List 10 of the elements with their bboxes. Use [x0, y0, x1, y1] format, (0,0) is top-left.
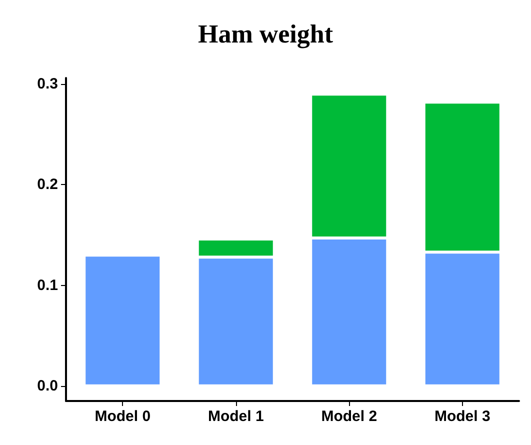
- x-tick-label: Model 1: [208, 408, 264, 425]
- x-tick-label: Model 2: [321, 408, 378, 425]
- y-tick-label: 0.0: [37, 377, 58, 394]
- chart-title: Ham weight: [198, 20, 334, 48]
- y-tick-label: 0.1: [37, 276, 58, 294]
- x-tick-label: Model 0: [94, 408, 151, 425]
- bar: [84, 255, 162, 386]
- y-tick-label: 0.3: [37, 76, 58, 93]
- x-tick-label: Model 3: [434, 408, 490, 425]
- y-tick-label: 0.2: [37, 176, 58, 194]
